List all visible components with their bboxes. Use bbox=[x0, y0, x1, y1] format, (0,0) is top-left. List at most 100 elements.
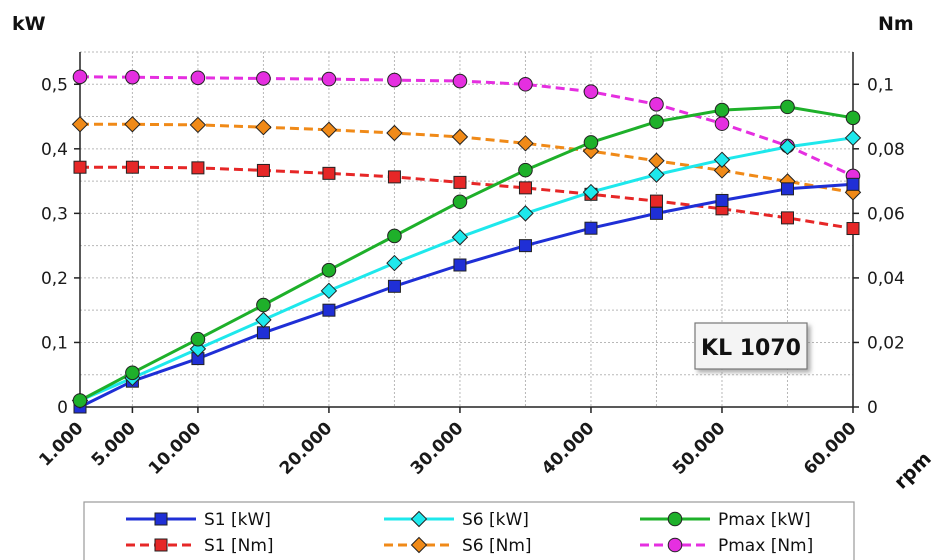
data-point-square bbox=[453, 258, 467, 272]
data-point-diamond bbox=[648, 166, 665, 183]
y-left-tick-label: 0,3 bbox=[41, 204, 68, 224]
data-point-square bbox=[322, 166, 336, 180]
data-point-circle bbox=[190, 331, 206, 347]
x-tick-label: 5.000 bbox=[88, 418, 140, 470]
data-point-circle bbox=[72, 69, 88, 85]
data-point-circle bbox=[190, 70, 206, 86]
data-point-square bbox=[191, 161, 205, 175]
x-tick-label: 1.000 bbox=[35, 418, 87, 470]
data-point-circle bbox=[518, 76, 533, 92]
data-point-square bbox=[387, 170, 401, 184]
data-point-circle bbox=[714, 102, 730, 118]
x-tick-label: 50.000 bbox=[669, 418, 730, 479]
data-point-diamond bbox=[844, 129, 862, 147]
data-point-circle bbox=[583, 135, 599, 150]
x-axis-title: rpm bbox=[890, 448, 936, 494]
data-point-square bbox=[322, 303, 336, 317]
y-left-tick-label: 0,1 bbox=[41, 333, 68, 353]
y-left-axis-title: kW bbox=[12, 13, 46, 35]
data-point-circle bbox=[649, 96, 664, 112]
data-point-square bbox=[584, 221, 598, 235]
data-point-circle bbox=[321, 71, 337, 87]
series-markers bbox=[71, 69, 862, 414]
data-point-square bbox=[846, 222, 860, 236]
y-right-tick-label: 0,1 bbox=[867, 75, 894, 95]
legend-label: S6 [kW] bbox=[462, 510, 529, 530]
data-point-circle bbox=[583, 84, 599, 99]
data-point-diamond bbox=[713, 162, 731, 179]
y-right-tick-label: 0,06 bbox=[867, 204, 905, 224]
data-point-square bbox=[780, 182, 794, 196]
data-point-square bbox=[649, 194, 663, 208]
data-point-diamond bbox=[451, 229, 469, 246]
data-point-circle bbox=[452, 73, 468, 89]
data-point-circle bbox=[518, 162, 533, 178]
data-point-circle bbox=[452, 194, 468, 210]
data-point-diamond bbox=[582, 183, 600, 201]
x-tick-label: 40.000 bbox=[538, 418, 599, 479]
y-right-tick-label: 0,02 bbox=[867, 333, 905, 353]
data-point-circle bbox=[256, 71, 271, 86]
data-point-diamond bbox=[124, 116, 141, 133]
data-point-circle bbox=[387, 72, 402, 88]
data-point-diamond bbox=[779, 138, 796, 156]
model-annotation-box: KL 1070 bbox=[694, 322, 808, 370]
data-point-square bbox=[387, 279, 401, 293]
data-point-square bbox=[154, 512, 168, 526]
legend: S1 [kW] S6 [kW] Pmax [kW] S1 [Nm] S6 [Nm] Pma… bbox=[83, 501, 855, 560]
data-point-square bbox=[73, 160, 87, 174]
data-point-circle bbox=[125, 69, 140, 85]
data-point-circle bbox=[667, 511, 683, 527]
legend-label: S1 [Nm] bbox=[204, 536, 274, 556]
data-point-square bbox=[518, 181, 532, 195]
data-point-square bbox=[715, 193, 729, 207]
y-left-tick-labels: 0 0,1 0,2 0,3 0,4 0,5 bbox=[41, 75, 80, 418]
data-point-diamond bbox=[386, 124, 403, 142]
data-point-square bbox=[518, 239, 532, 253]
y-left-tick-label: 0 bbox=[57, 398, 68, 418]
legend-label: S1 [kW] bbox=[204, 510, 271, 530]
data-point-circle bbox=[256, 297, 271, 313]
y-left-tick-label: 0,2 bbox=[41, 269, 68, 289]
legend-label: Pmax [Nm] bbox=[718, 536, 813, 556]
data-point-square bbox=[256, 326, 270, 340]
data-point-circle bbox=[125, 365, 140, 381]
data-point-square bbox=[125, 160, 139, 174]
data-point-square bbox=[780, 211, 794, 225]
data-point-diamond bbox=[410, 536, 428, 554]
x-tick-label: 60.000 bbox=[800, 418, 861, 479]
data-point-circle bbox=[649, 114, 664, 130]
data-point-circle bbox=[780, 99, 795, 115]
data-point-circle bbox=[845, 110, 861, 126]
y-right-tick-label: 0,08 bbox=[867, 140, 905, 160]
data-point-circle bbox=[72, 393, 88, 408]
data-point-diamond bbox=[713, 151, 731, 168]
data-point-circle bbox=[387, 228, 402, 244]
data-point-diamond bbox=[255, 311, 272, 329]
data-point-diamond bbox=[71, 116, 89, 133]
data-point-circle bbox=[321, 262, 337, 278]
x-tick-labels: 1.000 5.000 10.000 20.000 30.000 40.000 50.000… bbox=[35, 407, 861, 479]
data-point-square bbox=[453, 175, 467, 189]
y-right-tick-labels: 0 0,02 0,04 0,06 0,08 0,1 bbox=[853, 75, 905, 418]
data-point-diamond bbox=[517, 205, 534, 222]
y-right-axis-title: Nm bbox=[878, 13, 914, 35]
data-point-diamond bbox=[255, 118, 272, 136]
data-point-diamond bbox=[410, 510, 428, 528]
data-point-diamond bbox=[451, 128, 469, 146]
data-point-square bbox=[154, 538, 168, 552]
data-point-square bbox=[846, 177, 860, 191]
y-left-tick-label: 0,4 bbox=[41, 140, 68, 160]
data-point-diamond bbox=[320, 282, 338, 300]
data-point-square bbox=[649, 206, 663, 220]
y-right-tick-label: 0,04 bbox=[867, 269, 905, 289]
y-right-tick-label: 0 bbox=[867, 398, 878, 418]
legend-label: Pmax [kW] bbox=[718, 510, 811, 530]
data-point-diamond bbox=[517, 135, 534, 152]
x-tick-label: 30.000 bbox=[407, 418, 468, 479]
x-tick-label: 20.000 bbox=[276, 418, 337, 479]
model-annotation-text: KL 1070 bbox=[701, 336, 801, 361]
x-tick-label: 10.000 bbox=[145, 418, 206, 479]
data-point-square bbox=[256, 163, 270, 177]
